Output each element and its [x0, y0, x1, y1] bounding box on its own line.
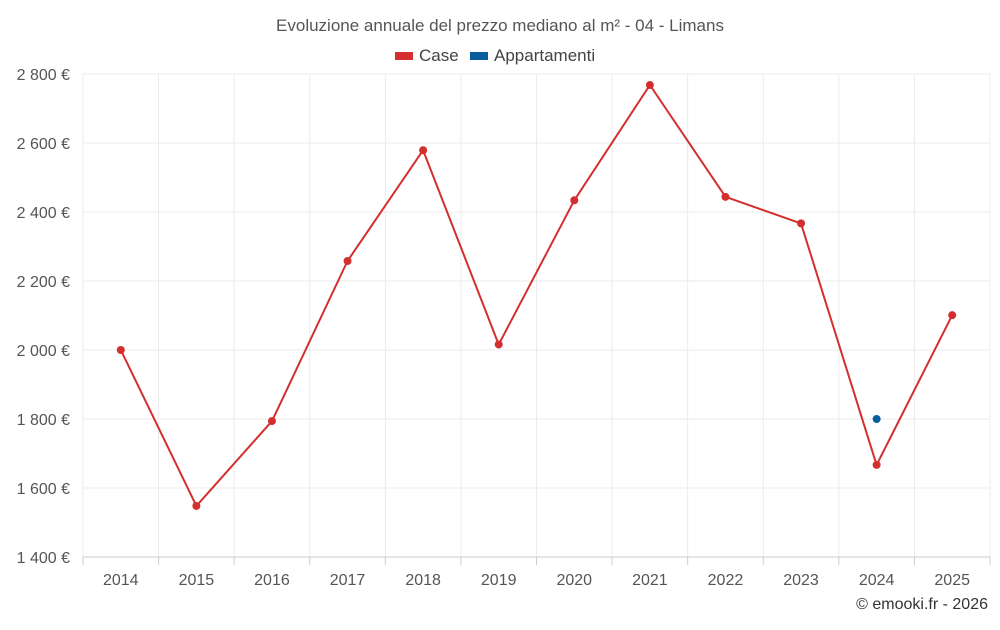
x-tick-label: 2022: [708, 572, 744, 589]
chart-title: Evoluzione annuale del prezzo mediano al…: [276, 16, 724, 35]
data-point-case[interactable]: [645, 81, 654, 90]
legend: Case Appartamenti: [395, 46, 595, 65]
data-point-case[interactable]: [494, 340, 503, 349]
x-tick-label: 2020: [556, 572, 592, 589]
y-tick-label: 2 400 €: [17, 205, 70, 222]
data-point-case[interactable]: [116, 346, 125, 354]
data-point-case[interactable]: [343, 256, 352, 265]
x-tick-label: 2018: [405, 572, 441, 589]
x-tick-label: 2016: [254, 572, 290, 589]
y-tick-label: 2 000 €: [17, 343, 70, 360]
data-point-case[interactable]: [419, 146, 428, 155]
y-tick-label: 1 600 €: [17, 481, 70, 498]
data-point-case[interactable]: [721, 192, 730, 201]
legend-swatch-appartamenti: [470, 52, 488, 60]
data-point-case[interactable]: [570, 196, 579, 205]
y-axis: 1 400 € 1 600 € 1 800 € 2 000 € 2 200 € 2 400…: [17, 67, 70, 567]
x-tick-label: 2015: [179, 572, 215, 589]
x-axis: 2014 2015 2016 2017 2018 2019 2020 2021 2022 2023…: [82, 556, 991, 589]
data-point-case[interactable]: [797, 219, 806, 228]
y-tick-label: 2 200 €: [17, 274, 70, 291]
data-point-case[interactable]: [948, 311, 957, 320]
y-tick-label: 1 400 €: [17, 550, 70, 567]
x-tick-label: 2014: [103, 572, 139, 589]
data-point-case[interactable]: [872, 460, 881, 469]
grid: [82, 73, 991, 557]
x-tick-label: 2023: [783, 572, 819, 589]
x-tick-label: 2021: [632, 572, 668, 589]
series-line-case: [119, 84, 954, 507]
credit-text: © emooki.fr - 2026: [856, 596, 988, 613]
data-point-appartamenti[interactable]: [872, 415, 881, 423]
y-tick-label: 2 800 €: [17, 67, 70, 84]
legend-label-case[interactable]: Case: [419, 46, 459, 65]
y-tick-label: 2 600 €: [17, 136, 70, 153]
x-tick-label: 2024: [859, 572, 895, 589]
legend-label-appartamenti[interactable]: Appartamenti: [494, 46, 595, 65]
x-tick-label: 2017: [330, 572, 366, 589]
legend-swatch-case: [395, 52, 413, 60]
x-tick-label: 2025: [934, 572, 970, 589]
x-tick-label: 2019: [481, 572, 517, 589]
series-layer: [116, 81, 957, 510]
data-point-case[interactable]: [267, 417, 276, 426]
data-point-case[interactable]: [192, 501, 201, 510]
y-tick-label: 1 800 €: [17, 412, 70, 429]
